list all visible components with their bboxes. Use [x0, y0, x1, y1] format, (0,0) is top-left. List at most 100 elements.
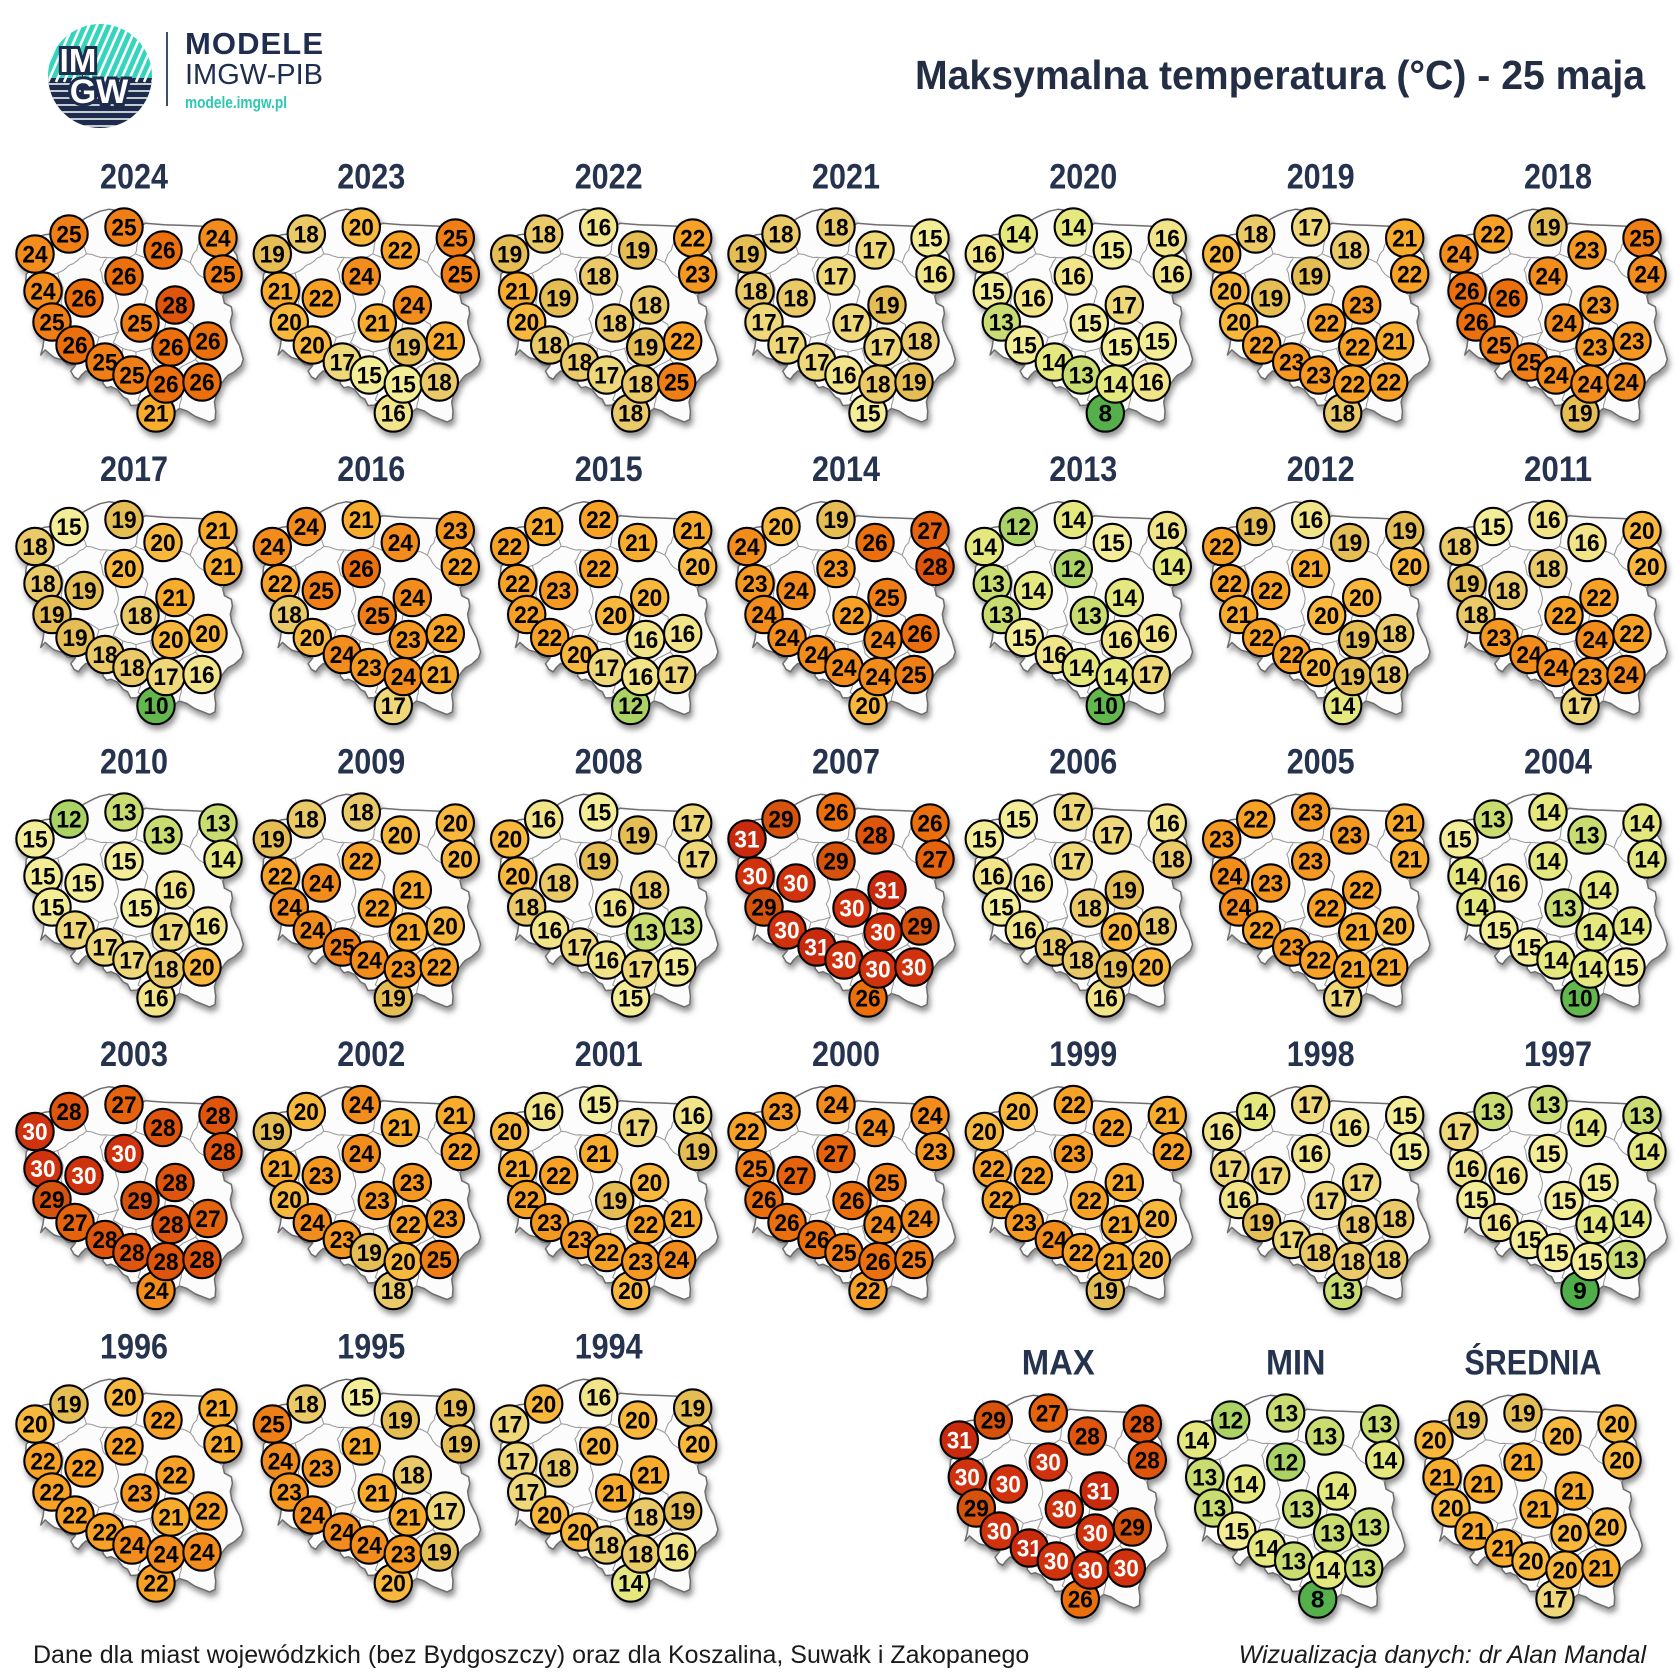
svg-text:ŚREDNIA: ŚREDNIA: [1465, 1343, 1602, 1383]
svg-text:24: 24: [357, 1533, 383, 1560]
svg-text:24: 24: [664, 1247, 690, 1274]
svg-text:18: 18: [742, 279, 767, 306]
svg-text:22: 22: [143, 1571, 168, 1598]
svg-text:2007: 2007: [812, 743, 880, 782]
svg-text:21: 21: [396, 1505, 421, 1532]
svg-text:20: 20: [1145, 1206, 1170, 1233]
svg-text:20: 20: [1629, 518, 1654, 545]
svg-text:17: 17: [497, 1412, 522, 1439]
svg-text:19: 19: [874, 293, 899, 320]
svg-text:22: 22: [594, 1240, 619, 1267]
svg-text:26: 26: [839, 1188, 864, 1215]
svg-text:13: 13: [1069, 363, 1094, 390]
svg-text:30: 30: [71, 1163, 96, 1190]
svg-text:23: 23: [433, 1206, 458, 1233]
svg-text:16: 16: [1495, 1163, 1520, 1190]
svg-text:28: 28: [158, 1212, 183, 1239]
svg-text:16: 16: [628, 664, 653, 691]
svg-text:18: 18: [628, 1542, 653, 1569]
svg-text:28: 28: [1130, 1412, 1155, 1439]
svg-text:15: 15: [917, 226, 942, 253]
svg-text:22: 22: [71, 1456, 96, 1483]
svg-text:19: 19: [1337, 530, 1362, 557]
svg-text:13: 13: [1357, 1515, 1382, 1542]
svg-text:22: 22: [448, 554, 473, 581]
svg-text:23: 23: [1209, 827, 1234, 854]
svg-text:2014: 2014: [812, 450, 880, 489]
svg-text:21: 21: [349, 1434, 374, 1461]
svg-text:20: 20: [768, 514, 793, 541]
svg-text:26: 26: [111, 264, 136, 291]
svg-text:20: 20: [1217, 279, 1242, 306]
svg-text:22: 22: [268, 864, 293, 891]
svg-text:21: 21: [1561, 1479, 1586, 1506]
svg-text:IM: IM: [60, 42, 97, 79]
svg-text:18: 18: [633, 1505, 658, 1532]
svg-text:21: 21: [396, 920, 421, 947]
svg-text:23: 23: [396, 627, 421, 654]
svg-text:15: 15: [1224, 1519, 1249, 1546]
svg-text:18: 18: [294, 1392, 319, 1419]
svg-text:15: 15: [1480, 514, 1505, 541]
svg-text:25: 25: [365, 603, 390, 630]
svg-text:24: 24: [1543, 655, 1569, 682]
svg-text:15: 15: [1392, 1103, 1417, 1130]
svg-text:22: 22: [150, 1408, 175, 1435]
svg-text:19: 19: [56, 1392, 81, 1419]
svg-text:20: 20: [1557, 1521, 1582, 1548]
svg-text:19: 19: [1249, 1210, 1274, 1237]
svg-text:21: 21: [505, 279, 530, 306]
svg-text:20: 20: [381, 1571, 406, 1598]
svg-text:18: 18: [1145, 914, 1170, 941]
svg-text:13: 13: [633, 920, 658, 947]
svg-text:24: 24: [189, 1540, 215, 1567]
svg-text:26: 26: [349, 556, 374, 583]
svg-text:23: 23: [443, 518, 468, 545]
svg-text:23: 23: [1012, 1210, 1037, 1237]
svg-text:26: 26: [158, 335, 183, 362]
svg-text:25: 25: [448, 262, 473, 289]
svg-text:16: 16: [1155, 811, 1180, 838]
svg-text:18: 18: [637, 293, 662, 320]
svg-text:GW: GW: [70, 73, 129, 111]
svg-text:22: 22: [1021, 1163, 1046, 1190]
svg-text:15: 15: [972, 827, 997, 854]
svg-text:2023: 2023: [337, 158, 405, 197]
svg-text:24: 24: [309, 871, 335, 898]
svg-text:26: 26: [71, 286, 96, 313]
svg-text:19: 19: [396, 335, 421, 362]
svg-text:20: 20: [349, 215, 374, 242]
svg-text:18: 18: [400, 1463, 425, 1490]
svg-text:21: 21: [210, 1432, 235, 1459]
svg-text:25: 25: [901, 1247, 926, 1274]
svg-text:15: 15: [1577, 1249, 1602, 1276]
svg-text:15: 15: [1551, 1188, 1576, 1215]
svg-text:22: 22: [497, 534, 522, 561]
svg-text:21: 21: [1340, 957, 1365, 984]
svg-text:18: 18: [1337, 238, 1362, 265]
svg-text:18: 18: [294, 222, 319, 249]
svg-text:17: 17: [1349, 1170, 1374, 1197]
svg-text:16: 16: [594, 948, 619, 975]
svg-text:13: 13: [1281, 1549, 1306, 1576]
svg-text:13: 13: [111, 800, 136, 827]
svg-text:23: 23: [823, 556, 848, 583]
svg-text:22: 22: [537, 625, 562, 652]
svg-text:20: 20: [1609, 1448, 1634, 1475]
svg-text:18: 18: [637, 878, 662, 905]
svg-text:22: 22: [1314, 896, 1339, 923]
svg-text:29: 29: [907, 914, 932, 941]
svg-text:IM: IM: [60, 42, 97, 79]
svg-text:14: 14: [1454, 864, 1480, 891]
svg-text:15: 15: [1100, 530, 1125, 557]
svg-text:30: 30: [1083, 1521, 1108, 1548]
svg-text:15: 15: [1397, 1139, 1422, 1166]
svg-text:21: 21: [1526, 1497, 1551, 1524]
svg-text:13: 13: [1289, 1497, 1314, 1524]
svg-text:15: 15: [1012, 333, 1037, 360]
svg-text:26: 26: [153, 372, 178, 399]
svg-text:30: 30: [901, 955, 926, 982]
svg-text:19: 19: [1455, 1408, 1480, 1435]
svg-text:24: 24: [30, 279, 56, 306]
svg-text:21: 21: [427, 662, 452, 689]
